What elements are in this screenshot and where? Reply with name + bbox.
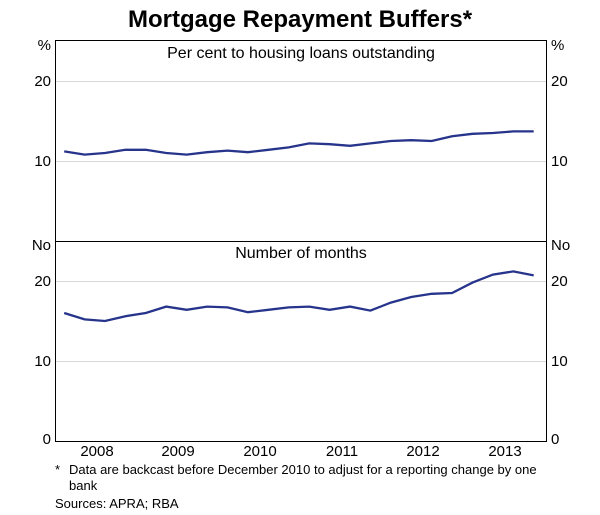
x-tick: 2008 <box>57 443 137 460</box>
panel-top-svg <box>56 41 546 241</box>
y-unit-left: % <box>6 37 51 54</box>
chart-container: Mortgage Repayment Buffers* Per cent to … <box>0 0 600 515</box>
series-top <box>64 131 534 154</box>
y-tick-right: 20 <box>551 273 596 290</box>
panel-bottom-svg <box>56 241 546 441</box>
chart-title: Mortgage Repayment Buffers* <box>0 6 600 34</box>
y-tick-left: 20 <box>6 73 51 90</box>
x-tick: 2010 <box>220 443 300 460</box>
footnote-text: Data are backcast before December 2010 t… <box>69 462 549 495</box>
panel-top: Per cent to housing loans outstanding % … <box>56 41 546 242</box>
sources-value: APRA; RBA <box>109 496 178 511</box>
plot-area: Per cent to housing loans outstanding % … <box>55 40 547 442</box>
y-tick-left: 20 <box>6 273 51 290</box>
y-tick-right: 10 <box>551 153 596 170</box>
sources-label: Sources: <box>55 496 106 511</box>
y-zero-right: 0 <box>551 431 596 448</box>
x-tick: 2011 <box>302 443 382 460</box>
series-bottom <box>64 271 534 321</box>
footnote-marker: * <box>55 462 69 478</box>
x-tick: 2012 <box>383 443 463 460</box>
sources: Sources: APRA; RBA <box>55 496 565 512</box>
y-unit-right: % <box>551 37 596 54</box>
y-zero-left: 0 <box>6 431 51 448</box>
footnote: *Data are backcast before December 2010 … <box>55 462 565 495</box>
y-unit-left: No <box>6 237 51 254</box>
x-tick: 2013 <box>465 443 545 460</box>
y-unit-right: No <box>551 237 596 254</box>
y-tick-left: 10 <box>6 153 51 170</box>
y-tick-left: 10 <box>6 353 51 370</box>
panel-bottom: Number of months No No 20 20 10 10 0 0 <box>56 241 546 441</box>
x-tick: 2009 <box>138 443 218 460</box>
y-tick-right: 20 <box>551 73 596 90</box>
y-tick-right: 10 <box>551 353 596 370</box>
